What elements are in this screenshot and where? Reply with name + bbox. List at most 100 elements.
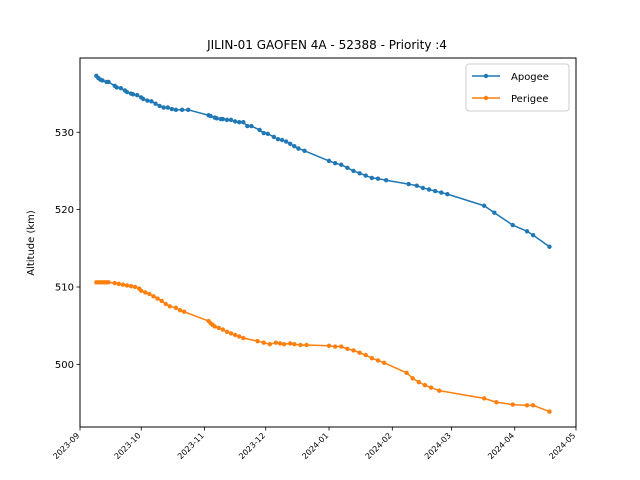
data-point-perigee bbox=[177, 307, 183, 313]
data-point-perigee bbox=[369, 355, 375, 361]
data-point-apogee bbox=[445, 191, 450, 197]
data-point-apogee bbox=[292, 143, 297, 149]
data-point-perigee bbox=[332, 344, 338, 349]
data-point-apogee bbox=[326, 158, 332, 164]
data-point-perigee bbox=[288, 341, 293, 346]
data-point-apogee bbox=[169, 106, 175, 112]
data-point-apogee bbox=[157, 103, 162, 109]
data-point-apogee bbox=[332, 161, 338, 166]
data-point-perigee bbox=[381, 360, 387, 365]
series-perigee bbox=[94, 280, 552, 414]
data-point-perigee bbox=[547, 409, 552, 414]
data-point-apogee bbox=[130, 92, 136, 97]
data-point-perigee bbox=[159, 298, 164, 304]
data-point-apogee bbox=[271, 134, 277, 140]
data-point-apogee bbox=[145, 98, 150, 103]
data-point-perigee bbox=[351, 348, 356, 353]
data-point-perigee bbox=[224, 329, 230, 335]
data-point-perigee bbox=[273, 340, 279, 345]
data-point-apogee bbox=[179, 107, 185, 113]
legend-label-perigee: Perigee bbox=[511, 94, 548, 105]
data-point-apogee bbox=[369, 175, 375, 181]
data-point-apogee bbox=[279, 137, 285, 143]
data-point-apogee bbox=[302, 148, 307, 154]
data-point-apogee bbox=[426, 187, 432, 192]
data-point-perigee bbox=[237, 334, 242, 339]
data-point-apogee bbox=[510, 222, 515, 228]
data-point-perigee bbox=[363, 352, 368, 358]
data-point-apogee bbox=[114, 85, 119, 90]
data-point-perigee bbox=[228, 331, 234, 336]
data-point-apogee bbox=[547, 244, 552, 249]
data-point-perigee bbox=[357, 350, 362, 355]
data-point-perigee bbox=[128, 284, 134, 289]
data-point-perigee bbox=[112, 280, 117, 286]
data-point-perigee bbox=[232, 332, 238, 338]
data-point-apogee bbox=[134, 92, 140, 98]
data-point-apogee bbox=[214, 116, 219, 121]
data-point-apogee bbox=[224, 117, 230, 123]
data-point-apogee bbox=[257, 127, 262, 133]
data-point-perigee bbox=[139, 288, 144, 294]
data-point-apogee bbox=[261, 130, 266, 136]
data-point-perigee bbox=[304, 342, 309, 348]
data-point-apogee bbox=[106, 79, 111, 85]
data-point-perigee bbox=[267, 342, 273, 347]
data-point-apogee bbox=[283, 139, 289, 144]
data-point-apogee bbox=[432, 188, 438, 194]
data-point-apogee bbox=[363, 173, 368, 178]
data-point-perigee bbox=[212, 324, 217, 329]
data-point-perigee bbox=[147, 291, 152, 297]
data-point-perigee bbox=[163, 301, 168, 307]
data-point-apogee bbox=[414, 183, 419, 188]
data-point-perigee bbox=[167, 304, 173, 309]
data-point-apogee bbox=[265, 131, 270, 137]
data-point-apogee bbox=[383, 178, 389, 183]
y-tick-label: 530 bbox=[55, 128, 74, 139]
data-point-perigee bbox=[437, 388, 442, 393]
legend-label-apogee: Apogee bbox=[511, 72, 549, 83]
data-point-perigee bbox=[181, 309, 187, 314]
data-point-apogee bbox=[161, 105, 166, 110]
y-tick-label: 500 bbox=[55, 360, 74, 371]
data-point-apogee bbox=[185, 107, 191, 113]
data-point-perigee bbox=[428, 385, 434, 390]
data-point-perigee bbox=[132, 284, 138, 290]
data-point-apogee bbox=[220, 116, 226, 122]
data-point-perigee bbox=[524, 403, 530, 408]
data-point-perigee bbox=[510, 402, 515, 407]
data-point-perigee bbox=[326, 343, 332, 348]
data-point-perigee bbox=[241, 335, 246, 341]
data-point-perigee bbox=[216, 325, 221, 331]
data-point-apogee bbox=[296, 146, 301, 151]
plot-frame bbox=[79, 57, 577, 428]
data-point-perigee bbox=[281, 342, 287, 347]
data-point-apogee bbox=[165, 105, 170, 110]
data-point-apogee bbox=[345, 165, 350, 171]
data-point-perigee bbox=[494, 400, 499, 405]
data-point-apogee bbox=[173, 107, 179, 113]
y-tick-label: 510 bbox=[55, 282, 74, 293]
y-tick-label: 520 bbox=[55, 205, 74, 216]
chart-title: JILIN-01 GAOFEN 4A - 52388 - Priority :4 bbox=[206, 38, 447, 52]
data-point-apogee bbox=[420, 185, 426, 191]
data-point-perigee bbox=[375, 358, 381, 363]
data-point-perigee bbox=[339, 344, 344, 349]
data-point-perigee bbox=[416, 379, 422, 385]
y-axis-label: Altitude (km) bbox=[26, 210, 37, 276]
data-point-perigee bbox=[261, 340, 266, 345]
data-point-apogee bbox=[439, 190, 444, 195]
data-point-perigee bbox=[404, 370, 409, 376]
data-point-perigee bbox=[120, 282, 126, 287]
series-apogee bbox=[94, 73, 552, 249]
data-point-perigee bbox=[151, 294, 156, 299]
data-point-apogee bbox=[228, 117, 234, 123]
data-point-apogee bbox=[241, 120, 246, 125]
data-point-perigee bbox=[345, 346, 350, 352]
data-point-apogee bbox=[481, 203, 487, 208]
data-point-apogee bbox=[530, 232, 536, 238]
data-point-apogee bbox=[237, 120, 242, 125]
data-point-perigee bbox=[481, 396, 487, 401]
data-point-apogee bbox=[153, 101, 158, 106]
